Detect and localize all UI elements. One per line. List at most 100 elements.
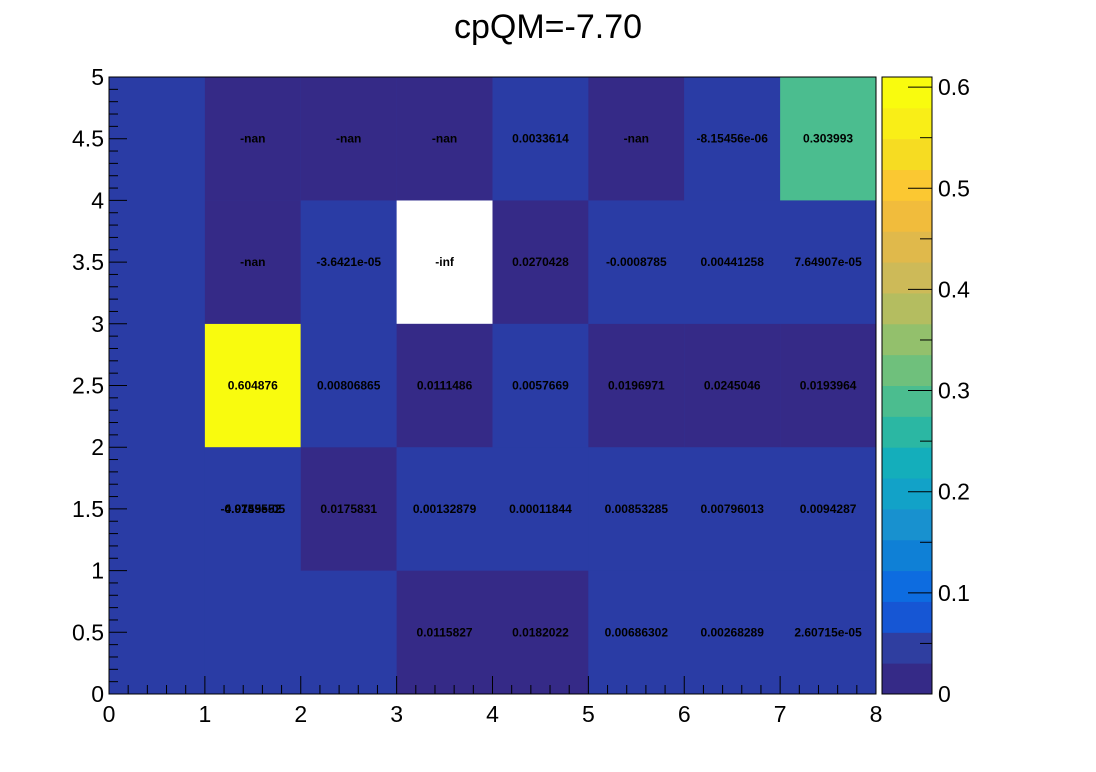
- cell-value-label: -nan: [624, 132, 649, 146]
- cell-labels-layer: 0.0145552-4.9759e-05 0.604876 -nan -nan 0.01…: [220, 132, 862, 640]
- cells-layer: [109, 77, 876, 694]
- cell-value-label: 0.0145552: [224, 502, 281, 516]
- cell-value-label: 0.0094287: [800, 502, 857, 516]
- heatmap-cell: [588, 570, 685, 694]
- heatmap-cell: [204, 323, 301, 448]
- heatmap-cell: [588, 77, 685, 201]
- cell-value-label: 0.00268289: [700, 625, 764, 639]
- heatmap-cell: [300, 323, 397, 448]
- heatmap-cell: [300, 447, 397, 571]
- x-tick-label: 4: [486, 701, 499, 727]
- heatmap-cell: [396, 447, 493, 571]
- cell-value-label: 0.00806865: [317, 379, 381, 393]
- cell-value-label: 0.0115827: [417, 625, 473, 639]
- colorbar-segment: [882, 292, 932, 325]
- cell-value-label: 0.0193964: [800, 379, 857, 393]
- heatmap-cell: [588, 200, 685, 324]
- colorbar-segment: [882, 77, 932, 109]
- heatmap-cell: [396, 570, 493, 694]
- cell-value-label: 2.60715e-05: [794, 625, 862, 639]
- x-tick-label: 3: [390, 701, 403, 727]
- x-tick-label: 8: [870, 701, 883, 727]
- x-tick-label: 6: [678, 701, 691, 727]
- cell-value-label: -4.9759e-05: [220, 502, 285, 516]
- x-tick-label: 7: [774, 701, 787, 727]
- cell-value-label: 0.0111486: [417, 379, 473, 393]
- heatmap-cell: [684, 323, 781, 448]
- x-tick-label: 0: [103, 701, 116, 727]
- cell-value-label: 0.604876: [228, 379, 278, 393]
- cell-value-label: -nan: [336, 132, 361, 146]
- colorbar-tick-label: 0.6: [938, 74, 970, 100]
- y-tick-label: 1.5: [72, 496, 104, 522]
- heatmap-cell: [204, 77, 301, 201]
- colorbar-segment: [882, 323, 932, 356]
- heatmap-cell: [492, 77, 589, 201]
- heatmap-cell: [492, 447, 589, 571]
- heatmap-cell: [684, 200, 781, 324]
- heatmap-cell: [492, 200, 589, 324]
- heatmap-cell: [396, 77, 493, 201]
- colorbar-segment: [882, 570, 932, 602]
- colorbar-segment: [882, 601, 932, 633]
- y-tick-label: 2: [91, 434, 104, 460]
- heatmap-cell: [492, 323, 589, 448]
- y-tick-label: 3.5: [72, 249, 104, 275]
- x-tick-label: 1: [198, 701, 211, 727]
- y-tick-label: 4.5: [72, 126, 104, 152]
- heatmap-cell: [588, 323, 685, 448]
- cell-value-label: -nan: [432, 132, 457, 146]
- heatmap-cell: [300, 200, 397, 324]
- heatmap-cell: [684, 447, 781, 571]
- cell-value-label: 0.00853285: [605, 502, 669, 516]
- cell-value-label: 0.0196971: [608, 379, 665, 393]
- x-axis: 0 1 2 3 4 5 6 7 8: [103, 676, 883, 727]
- y-tick-label: 2.5: [72, 373, 104, 399]
- heatmap-cell: [780, 77, 876, 201]
- colorbar-tick-label: 0.5: [938, 175, 970, 201]
- y-tick-label: 3: [91, 311, 104, 337]
- cell-value-label: 0.00011844: [509, 502, 572, 516]
- heatmap-cell: [396, 200, 493, 324]
- colorbar-segment: [882, 663, 932, 695]
- colorbar-segment: [882, 354, 932, 386]
- colorbar: 0 0.1 0.2 0.3 0.4 0.5 0.6: [881, 74, 970, 707]
- y-tick-label: 0.5: [72, 619, 104, 645]
- cell-value-label: -nan: [240, 132, 265, 146]
- heatmap-cell: [204, 447, 301, 571]
- colorbar-segment: [882, 447, 932, 479]
- colorbar-segment: [882, 169, 932, 201]
- heatmap-cell: [396, 323, 493, 448]
- y-tick-label: 1: [91, 558, 104, 584]
- colorbar-segment: [882, 539, 932, 572]
- cell-value-label: 0.303993: [803, 132, 853, 146]
- y-tick-label: 5: [91, 64, 104, 90]
- cell-value-label: -8.15456e-06: [696, 132, 768, 146]
- chart-title: cpQM=-7.70: [454, 8, 642, 46]
- heatmap-cell: [492, 570, 589, 694]
- y-tick-label: 4: [91, 187, 104, 213]
- cell-value-label: 0.0175831: [320, 502, 377, 516]
- heatmap-cell: [684, 77, 781, 201]
- heatmap-cell: [780, 447, 876, 571]
- colorbar-tick-label: 0.3: [938, 378, 970, 404]
- cell-value-label: 0.00441258: [700, 255, 764, 269]
- heatmap-cell: [204, 200, 301, 324]
- cell-value-label: 7.64907e-05: [794, 255, 862, 269]
- colorbar-segment: [882, 508, 932, 541]
- cell-value-label: 0.00132879: [413, 502, 477, 516]
- cell-value-label: 0.0182022: [512, 625, 569, 639]
- cell-value-label: -nan: [240, 255, 265, 269]
- colorbar-segment: [882, 416, 932, 448]
- colorbar-tick-label: 0.1: [938, 580, 970, 606]
- y-axis: 0 0.5 1 1.5 2 2.5 3 3.5 4 4.5 5: [72, 64, 127, 707]
- cell-value-label: -0.0008785: [606, 255, 667, 269]
- heatmap-cell: [780, 570, 876, 694]
- colorbar-segment: [882, 107, 932, 140]
- colorbar-segment: [882, 478, 932, 510]
- colorbar-segment: [882, 200, 932, 232]
- heatmap-cell: [300, 77, 397, 201]
- heatmap-cell: [780, 323, 876, 448]
- heatmap-cell: [300, 570, 397, 694]
